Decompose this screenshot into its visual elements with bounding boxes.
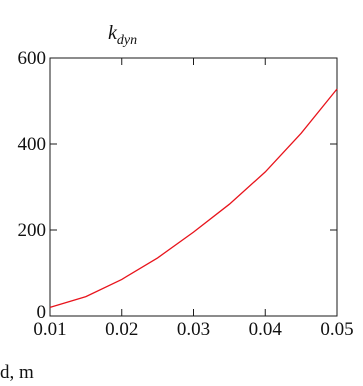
plot-area: 0.01 0.02 0.03 0.04 0.05 0 200 400 600 xyxy=(18,48,354,340)
x-tick-label: 0.02 xyxy=(105,319,138,340)
y-tick-label: 200 xyxy=(18,220,47,241)
series-line xyxy=(49,88,338,309)
plot-frame xyxy=(49,57,338,317)
y-tick-label: 400 xyxy=(18,134,47,155)
chart-title: kdyn xyxy=(108,22,137,48)
y-tick-label: 600 xyxy=(18,48,47,69)
chart-title-main: k xyxy=(108,22,118,44)
x-axis-label: d, m xyxy=(0,362,34,383)
x-tick-label: 0.04 xyxy=(249,319,283,340)
x-tick-label: 0.05 xyxy=(320,319,353,340)
x-tick-label: 0.01 xyxy=(33,319,66,340)
y-tick-label: 0 xyxy=(37,302,47,323)
chart-title-subscript: dyn xyxy=(117,33,137,48)
x-tick-label: 0.03 xyxy=(177,319,210,340)
